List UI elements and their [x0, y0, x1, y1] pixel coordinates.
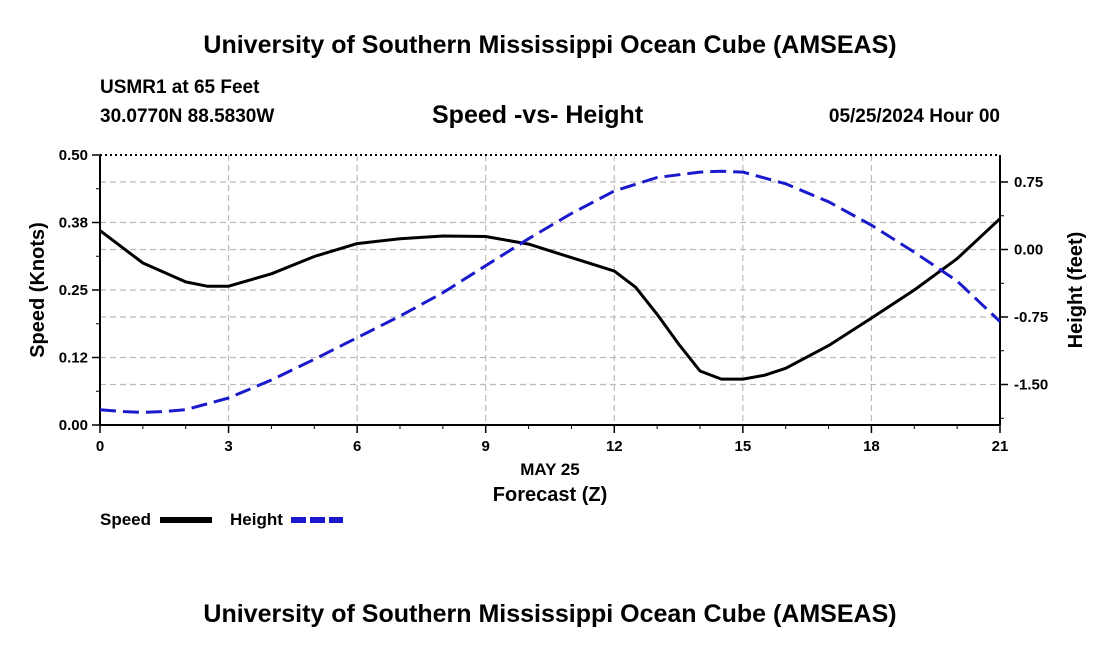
y2-tick-label: 0.75 [1014, 174, 1043, 191]
y-tick-label: 0.00 [59, 417, 88, 434]
x-tick-label: 0 [96, 438, 104, 455]
x-tick-label: 15 [735, 438, 752, 455]
date-label: 05/25/2024 Hour 00 [828, 106, 1000, 127]
chart-header-title: University of Southern Mississippi Ocean… [203, 31, 897, 59]
y-tick-label: 0.38 [59, 215, 88, 232]
y2-tick-label: -1.50 [1014, 377, 1048, 394]
coordinates-label: 30.0770N 88.5830W [100, 106, 275, 127]
x-axis-label: Forecast (Z) [493, 484, 607, 506]
y-tick-label: 0.25 [59, 282, 88, 299]
y-tick-label: 0.50 [59, 147, 88, 164]
legend-speed-swatch [160, 517, 212, 523]
y-axis-label: Speed (Knots) [27, 222, 49, 358]
chart-title: Speed -vs- Height [432, 101, 644, 129]
legend-speed-label: Speed [100, 510, 152, 529]
x-tick-label: 9 [482, 438, 490, 455]
x-sublabel: MAY 25 [520, 460, 580, 479]
x-tick-label: 18 [863, 438, 880, 455]
y2-axis-label: Height (feet) [1065, 232, 1087, 349]
legend-height-label: Height [230, 510, 283, 529]
speed-series-line [99, 217, 1002, 381]
x-tick-label: 12 [606, 438, 623, 455]
x-tick-label: 3 [224, 438, 232, 455]
y-tick-label: 0.12 [59, 350, 88, 367]
x-tick-label: 21 [992, 438, 1009, 455]
y2-tick-label: 0.00 [1014, 242, 1043, 259]
legend-height-swatch [291, 517, 343, 523]
footer-title: University of Southern Mississippi Ocean… [203, 600, 897, 628]
y2-tick-label: -0.75 [1014, 309, 1048, 326]
station-label: USMR1 at 65 Feet [100, 77, 260, 98]
height-series-line [99, 169, 1002, 414]
x-tick-label: 6 [353, 438, 361, 455]
